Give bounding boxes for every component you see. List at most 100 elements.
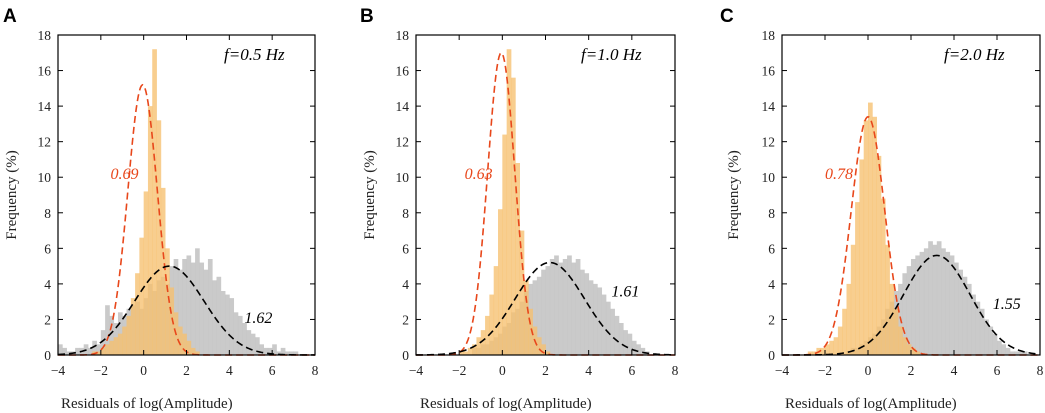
histogram-bar [485,315,490,355]
histogram-bar [545,351,551,355]
histogram-bar [855,202,860,355]
histogram-bar [928,241,933,355]
y-tick-label: 12 [762,135,776,150]
histogram-bar [532,280,538,355]
histogram-bar [186,340,192,355]
histogram-bar [997,340,1002,355]
histogram-bar [87,347,93,355]
histogram-bar [242,323,247,355]
x-tick-label: 4 [585,363,592,378]
histogram-bar [640,347,646,355]
panel-letter-c: C [720,6,734,27]
histogram-bar [880,198,886,355]
histogram-bar [96,344,102,355]
y-tick-label: 18 [396,28,410,43]
histogram-bar [837,326,843,355]
histogram-bar [122,326,127,355]
panel-letter-b: B [360,6,374,27]
histogram-bar [545,266,551,355]
histogram-bar [868,102,873,355]
histogram-bar [893,308,899,355]
y-tick-label: 10 [396,170,410,185]
histogram-bar [1001,344,1006,355]
histogram-bar [1014,351,1019,355]
histogram-bar [610,308,615,355]
histogram-bar [636,344,641,355]
y-tick-label: 14 [396,99,410,114]
x-tick-label: −2 [818,363,832,378]
before-correction-fit-curve [416,261,676,356]
histogram-bar [113,337,119,355]
x-tick-label: 4 [951,363,958,378]
after-correction-bars [92,49,200,355]
histogram-bar [165,248,170,355]
histogram-bar [143,191,149,355]
y-tick-label: 14 [762,99,776,114]
histogram-bar [519,230,525,355]
histogram-bar [272,344,277,355]
histogram-bar [863,120,869,355]
histogram-bar [915,255,920,355]
histogram-bar [293,351,299,355]
after-correction-sigma-label: 0.78 [825,166,853,183]
histogram-bar [580,269,585,355]
after-correction-fit-curve [782,115,1040,356]
y-tick-label: 8 [768,206,775,221]
panel-b: B −4 −2 0 2 4 6 8 0 2 4 6 8 10 12 14 16 18 0.63 1.61 Resid… [360,6,679,412]
y-tick-label: 0 [402,348,409,363]
histogram-bar [902,273,908,355]
histogram-bar [195,351,200,355]
x-tick-label: −4 [775,363,790,378]
histogram-bar [541,344,546,355]
histogram-bar [506,49,512,355]
histogram-bar [820,347,826,355]
histogram-bar [233,312,239,355]
x-tick-label: −4 [409,363,424,378]
x-tick-label: 2 [908,363,915,378]
before-correction-sigma-label: 1.55 [993,296,1021,313]
histogram-bar [229,298,235,355]
after-correction-sigma-label: 0.63 [465,166,493,183]
histogram-bar [58,344,63,355]
histogram-bar [906,344,912,355]
histogram-bar [588,280,594,355]
panel-c: C −4 −2 0 2 4 6 8 0 2 4 6 8 10 12 14 16 18 0.78 1.55 Resid… [720,6,1044,412]
histogram-bar [876,155,882,355]
histogram-bar [601,294,607,355]
after-correction-sigma-label: 0.69 [110,166,138,183]
before-correction-sigma-label: 1.62 [244,310,272,327]
histogram-bar [195,248,200,355]
y-tick-label: 4 [768,277,775,292]
y-axis-title-b: Frequency (%) [362,150,378,240]
histogram-bar [936,241,942,355]
y-tick-label: 12 [38,135,52,150]
histogram-bar [463,351,469,355]
histogram-bar [160,187,166,355]
histogram-bar [280,347,286,355]
histogram-bar [833,337,839,355]
histogram-bar [850,244,856,355]
histogram-bar [958,269,963,355]
histogram-bar [276,351,282,355]
after-correction-bars [807,102,920,355]
y-tick-label: 4 [44,277,51,292]
y-tick-label: 12 [396,135,410,150]
y-tick-label: 6 [402,241,409,256]
histogram-bar [528,308,533,355]
histogram-bar [554,255,559,355]
y-tick-label: 10 [38,170,52,185]
y-tick-label: 16 [762,64,776,79]
histogram-bar [285,351,290,355]
y-tick-label: 6 [44,241,51,256]
x-tick-label: 8 [312,363,319,378]
histogram-bar [109,340,115,355]
histogram-bar [182,333,187,355]
histogram-bar [915,351,920,355]
histogram-bar [812,351,817,355]
histogram-bar [911,259,916,355]
histogram-bar [906,266,912,355]
histogram-bar [117,312,123,355]
histogram-bar [631,340,637,355]
histogram-bar [846,283,852,355]
histogram-bar [156,120,162,355]
